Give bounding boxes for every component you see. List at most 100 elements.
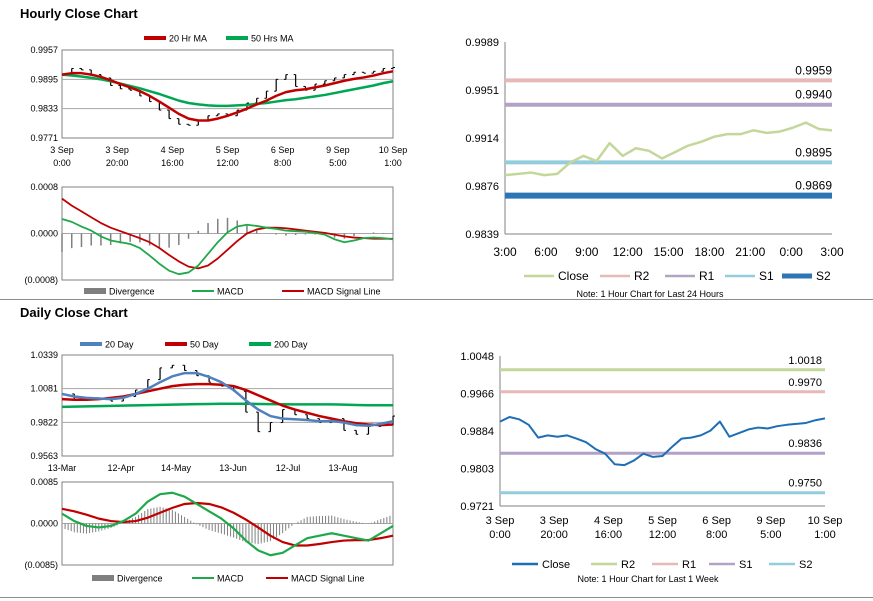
- level-label-r1: 0.9970: [788, 377, 822, 389]
- hourly-levels-xtick: 6:00: [534, 245, 558, 259]
- daily-macd-chart: 0.0085 0.0000 (0.0085) Divergence MACD MACD S…: [24, 477, 394, 584]
- level-label-s2: 0.9869: [795, 179, 832, 193]
- legend-s1-label: S1: [739, 559, 752, 571]
- legend-divergence-label: Divergence: [109, 287, 155, 297]
- hourly-levels-xtick: 21:00: [735, 245, 765, 259]
- legend-s2-label: S2: [816, 269, 831, 283]
- daily-price-ytick: 0.9822: [30, 417, 58, 427]
- hourly-price-plot-frame: [61, 49, 394, 139]
- hourly-price-ytick: 0.9957: [30, 45, 58, 55]
- daily-levels-xtick-time: 16:00: [595, 529, 623, 541]
- daily-levels-xtick-date: 10 Sep: [808, 515, 843, 527]
- legend-s2-label: S2: [799, 559, 812, 571]
- daily-levels-xtick-time: 8:00: [706, 529, 727, 541]
- legend-200-day-label: 200 Day: [274, 340, 308, 350]
- hourly-price-xtick-date: 4 Sep: [161, 145, 185, 155]
- hourly-levels-ytick: 0.9951: [465, 85, 499, 97]
- series-20hr-ma: [61, 70, 394, 122]
- level-label-s2: 0.9750: [788, 478, 822, 490]
- daily-levels-chart: 1.0048 0.9966 0.9884 0.9803 0.9721 1.0018 0.99…: [460, 351, 842, 584]
- level-label-r2: 1.0018: [788, 355, 822, 367]
- legend-macd-signal-line-label: MACD Signal Line: [291, 574, 365, 584]
- legend-50hrs-ma-label: 50 Hrs MA: [251, 34, 294, 44]
- hourly-price-chart: 0.9957 0.9895 0.9833 0.9771 20 Hr MA 50 Hrs M…: [30, 34, 407, 169]
- hourly-price-xtick-time: 0:00: [53, 158, 71, 168]
- daily-levels-xtick-date: 3 Sep: [540, 515, 569, 527]
- hourly-levels-ytick: 0.9914: [465, 133, 499, 145]
- hourly-price-xtick-date: 3 Sep: [50, 145, 74, 155]
- legend-r1-label: R1: [699, 269, 715, 283]
- daily-levels-xtick-date: 5 Sep: [648, 515, 677, 527]
- hourly-levels-ytick: 0.9876: [465, 181, 499, 193]
- hourly-price-xtick-time: 20:00: [106, 158, 129, 168]
- daily-price-xtick: 14-May: [161, 463, 192, 473]
- daily-macd-ytick: (0.0085): [24, 560, 58, 570]
- hourly-levels-ytick: 0.9989: [465, 37, 499, 49]
- daily-levels-ytick: 0.9884: [460, 426, 494, 438]
- daily-levels-xtick-date: 6 Sep: [702, 515, 731, 527]
- hourly-price-xtick-date: 6 Sep: [271, 145, 295, 155]
- hourly-price-xtick-date: 9 Sep: [326, 145, 350, 155]
- daily-price-xtick: 13-Aug: [328, 463, 357, 473]
- legend-20-day-label: 20 Day: [105, 340, 134, 350]
- daily-levels-xtick-time: 1:00: [814, 529, 835, 541]
- series-200-day: [61, 402, 393, 409]
- daily-levels-xtick-time: 5:00: [760, 529, 781, 541]
- series-macd: [61, 218, 394, 276]
- daily-section-title: Daily Close Chart: [20, 305, 128, 320]
- daily-price-ytick: 0.9563: [30, 451, 58, 461]
- legend-20hr-ma-label: 20 Hr MA: [169, 34, 207, 44]
- legend-macd-label: MACD: [217, 574, 244, 584]
- hourly-price-xtick-time: 5:00: [329, 158, 347, 168]
- hourly-levels-xtick: 3:00: [820, 245, 844, 259]
- bottom-divider: [0, 597, 873, 598]
- daily-price-chart: 1.0339 1.0081 0.9822 0.9563 20 Day 50 Day 200 …: [30, 340, 395, 473]
- hourly-price-xtick-time: 16:00: [161, 158, 184, 168]
- legend-r1-label: R1: [682, 559, 696, 571]
- legend-macd-signal-line-label: MACD Signal Line: [307, 287, 381, 297]
- hourly-levels-note: Note: 1 Hour Chart for Last 24 Hours: [576, 289, 724, 299]
- daily-levels-ytick: 1.0048: [460, 351, 494, 363]
- series-hourly-close: [504, 121, 833, 177]
- daily-price-xtick: 12-Apr: [107, 463, 134, 473]
- hourly-levels-xtick: 3:00: [493, 245, 517, 259]
- daily-macd-ytick: 0.0085: [30, 477, 58, 487]
- legend-50-day-label: 50 Day: [190, 340, 219, 350]
- section-divider: [0, 299, 873, 300]
- level-label-s1: 0.9836: [788, 438, 822, 450]
- hourly-price-ytick: 0.9771: [30, 133, 58, 143]
- series-macd-signal-line: [61, 501, 394, 547]
- hourly-price-xtick-time: 8:00: [274, 158, 292, 168]
- hourly-price-xtick-date: 3 Sep: [105, 145, 129, 155]
- daily-levels-xtick-time: 20:00: [540, 529, 568, 541]
- daily-levels-ytick: 0.9966: [460, 389, 494, 401]
- daily-levels-xtick-time: 12:00: [649, 529, 677, 541]
- legend-s1-label: S1: [759, 269, 774, 283]
- hourly-macd-ytick: 0.0000: [30, 229, 58, 239]
- hourly-price-xtick-date: 5 Sep: [216, 145, 240, 155]
- hourly-levels-xtick: 9:00: [575, 245, 599, 259]
- daily-levels-xtick-date: 3 Sep: [486, 515, 515, 527]
- series-macd: [61, 491, 394, 557]
- series-daily-close: [499, 416, 826, 467]
- hourly-levels-xtick: 0:00: [779, 245, 803, 259]
- daily-macd-ytick: 0.0000: [30, 519, 58, 529]
- daily-levels-ytick: 0.9803: [460, 464, 494, 476]
- daily-levels-xtick-date: 9 Sep: [756, 515, 785, 527]
- legend-divergence-label: Divergence: [117, 574, 163, 584]
- hourly-price-ytick: 0.9833: [30, 104, 58, 114]
- hourly-macd-ytick: 0.0008: [30, 182, 58, 192]
- hourly-price-xtick-time: 1:00: [384, 158, 402, 168]
- hourly-macd-chart: 0.0008 0.0000 (0.0008) Divergence MACD MACD S…: [24, 182, 394, 297]
- daily-levels-ytick: 0.9721: [460, 501, 494, 513]
- daily-price-ytick: 1.0339: [30, 350, 58, 360]
- level-label-r1: 0.9940: [795, 88, 832, 102]
- daily-price-xtick: 13-Mar: [48, 463, 77, 473]
- legend-r2-label: R2: [634, 269, 650, 283]
- hourly-price-xtick-date: 10 Sep: [379, 145, 408, 155]
- hourly-section-title: Hourly Close Chart: [20, 6, 138, 21]
- hourly-levels-chart: 0.9989 0.9951 0.9914 0.9876 0.9839 0.9959 0.99…: [465, 37, 844, 299]
- hourly-levels-xtick: 18:00: [694, 245, 724, 259]
- hourly-price-xtick-time: 12:00: [216, 158, 239, 168]
